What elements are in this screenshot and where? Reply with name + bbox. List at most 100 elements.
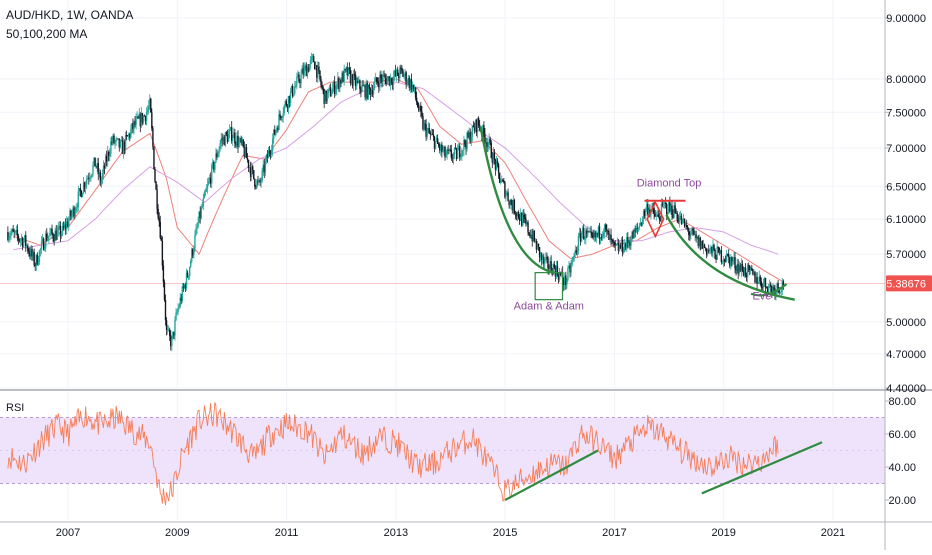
candle-body[interactable] [622,251,625,253]
candle-body[interactable] [283,105,285,114]
candle-body[interactable] [753,271,755,275]
candle-body[interactable] [723,259,726,261]
candle-body[interactable] [597,226,600,235]
candle-body[interactable] [350,74,353,83]
candle-body[interactable] [244,147,247,157]
candle-body[interactable] [68,219,70,227]
candle-body[interactable] [236,135,238,146]
candle-body[interactable] [565,275,567,285]
candle-body[interactable] [51,228,53,234]
candle-body[interactable] [288,96,291,104]
candle-body[interactable] [330,93,333,97]
candle-body[interactable] [536,243,539,250]
candle-body[interactable] [164,299,167,321]
candle-body[interactable] [370,89,373,96]
candle-body[interactable] [761,287,764,288]
candle-body[interactable] [235,143,237,146]
candle-body[interactable] [524,216,526,220]
candle-body[interactable] [509,200,511,206]
candle-body[interactable] [661,203,664,205]
candle-body[interactable] [364,85,366,98]
candle-body[interactable] [28,251,30,253]
candle-body[interactable] [602,232,605,235]
candle-body[interactable] [585,230,587,239]
candle-body[interactable] [234,132,236,144]
candle-body[interactable] [101,173,104,180]
candle-body[interactable] [547,257,549,269]
candle-body[interactable] [285,101,288,106]
candle-body[interactable] [166,329,169,331]
candle-body[interactable] [368,84,371,89]
candle-body[interactable] [273,129,275,139]
candle-body[interactable] [714,250,716,259]
candle-body[interactable] [486,142,488,148]
candle-body[interactable] [750,267,752,271]
candle-body[interactable] [293,93,295,97]
candle-body[interactable] [116,138,118,140]
candle-body[interactable] [460,156,462,158]
candle-body[interactable] [152,128,154,147]
candle-body[interactable] [781,281,784,291]
candle-body[interactable] [674,205,676,213]
candle-body[interactable] [752,270,754,275]
candle-body[interactable] [628,242,630,244]
candle-body[interactable] [646,204,648,210]
candle-body[interactable] [771,286,773,293]
candle-body[interactable] [567,267,569,280]
candle-body[interactable] [341,72,343,84]
candle-body[interactable] [67,221,69,227]
candle-body[interactable] [138,113,140,119]
candle-body[interactable] [357,80,359,83]
candle-body[interactable] [132,123,134,129]
candle-body[interactable] [200,207,202,219]
candle-body[interactable] [231,127,233,141]
candle-body[interactable] [317,66,319,78]
candle-body[interactable] [712,244,714,253]
candle-body[interactable] [668,202,670,214]
candle-body[interactable] [257,180,259,182]
candle-body[interactable] [173,331,175,336]
candle-body[interactable] [719,250,722,254]
candle-body[interactable] [16,229,19,236]
candle-body[interactable] [59,225,62,237]
candle-body[interactable] [119,140,122,148]
candle-body[interactable] [735,268,737,271]
candle-body[interactable] [613,241,615,243]
candle-body[interactable] [190,261,192,268]
candle-body[interactable] [513,199,516,214]
candle-body[interactable] [33,252,35,265]
candle-body[interactable] [482,125,484,136]
candle-body[interactable] [683,218,686,227]
candle-body[interactable] [294,86,296,94]
candle-body[interactable] [346,67,348,76]
candle-body[interactable] [693,230,695,235]
candle-body[interactable] [744,267,747,276]
candle-body[interactable] [228,129,231,134]
candle-body[interactable] [444,146,446,158]
candle-body[interactable] [198,211,200,223]
candle-body[interactable] [440,144,442,151]
candle-body[interactable] [167,329,170,331]
candle-body[interactable] [438,143,440,146]
candle-body[interactable] [12,229,14,232]
candle-body[interactable] [79,188,82,191]
candle-body[interactable] [411,84,414,90]
candle-body[interactable] [91,173,93,177]
candle-body[interactable] [64,224,67,229]
candle-body[interactable] [637,227,640,229]
candle-body[interactable] [395,69,398,76]
candle-body[interactable] [385,78,387,85]
candle-body[interactable] [112,135,114,142]
candle-body[interactable] [135,118,137,125]
candle-body[interactable] [15,229,18,232]
candle-body[interactable] [527,222,529,233]
candle-body[interactable] [87,177,89,180]
candle-body[interactable] [502,179,504,181]
candle-body[interactable] [469,132,471,143]
candle-body[interactable] [655,215,657,217]
candle-body[interactable] [277,127,279,130]
candle-body[interactable] [580,232,583,242]
candle-body[interactable] [358,80,360,83]
candle-body[interactable] [319,70,321,80]
candle-body[interactable] [629,242,631,246]
